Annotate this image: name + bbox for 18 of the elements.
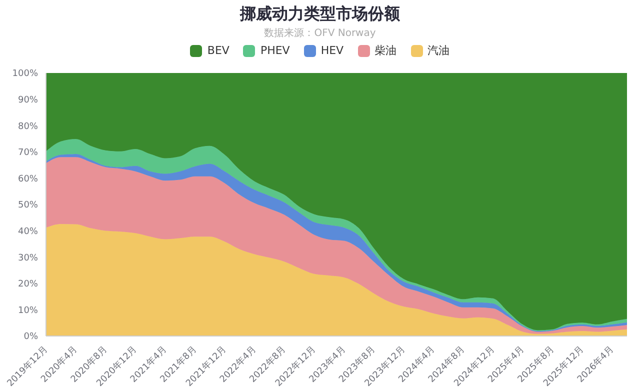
y-tick-label: 30% <box>18 253 38 264</box>
y-tick-label: 60% <box>18 174 38 184</box>
chart-subtitle: 数据来源：OFV Norway <box>263 26 377 40</box>
y-tick-label: 10% <box>18 306 38 316</box>
y-tick-label: 20% <box>18 280 38 290</box>
y-tick-label: 100% <box>12 69 38 80</box>
y-tick-label: 70% <box>18 148 38 158</box>
y-tick-label: 40% <box>18 226 38 237</box>
legend-label: PHEV <box>260 44 290 57</box>
legend-label: 柴油 <box>374 43 397 58</box>
legend-label: HEV <box>320 44 344 57</box>
legend-label: 汽油 <box>428 43 450 58</box>
y-tick-label: 80% <box>18 122 38 132</box>
legend-label: BEV <box>207 44 230 57</box>
y-tick-label: 50% <box>18 200 38 211</box>
chart-title: 挪威动力类型市场份额 <box>238 4 401 25</box>
y-tick-label: 90% <box>18 95 38 106</box>
y-tick-label: 0% <box>24 332 38 342</box>
